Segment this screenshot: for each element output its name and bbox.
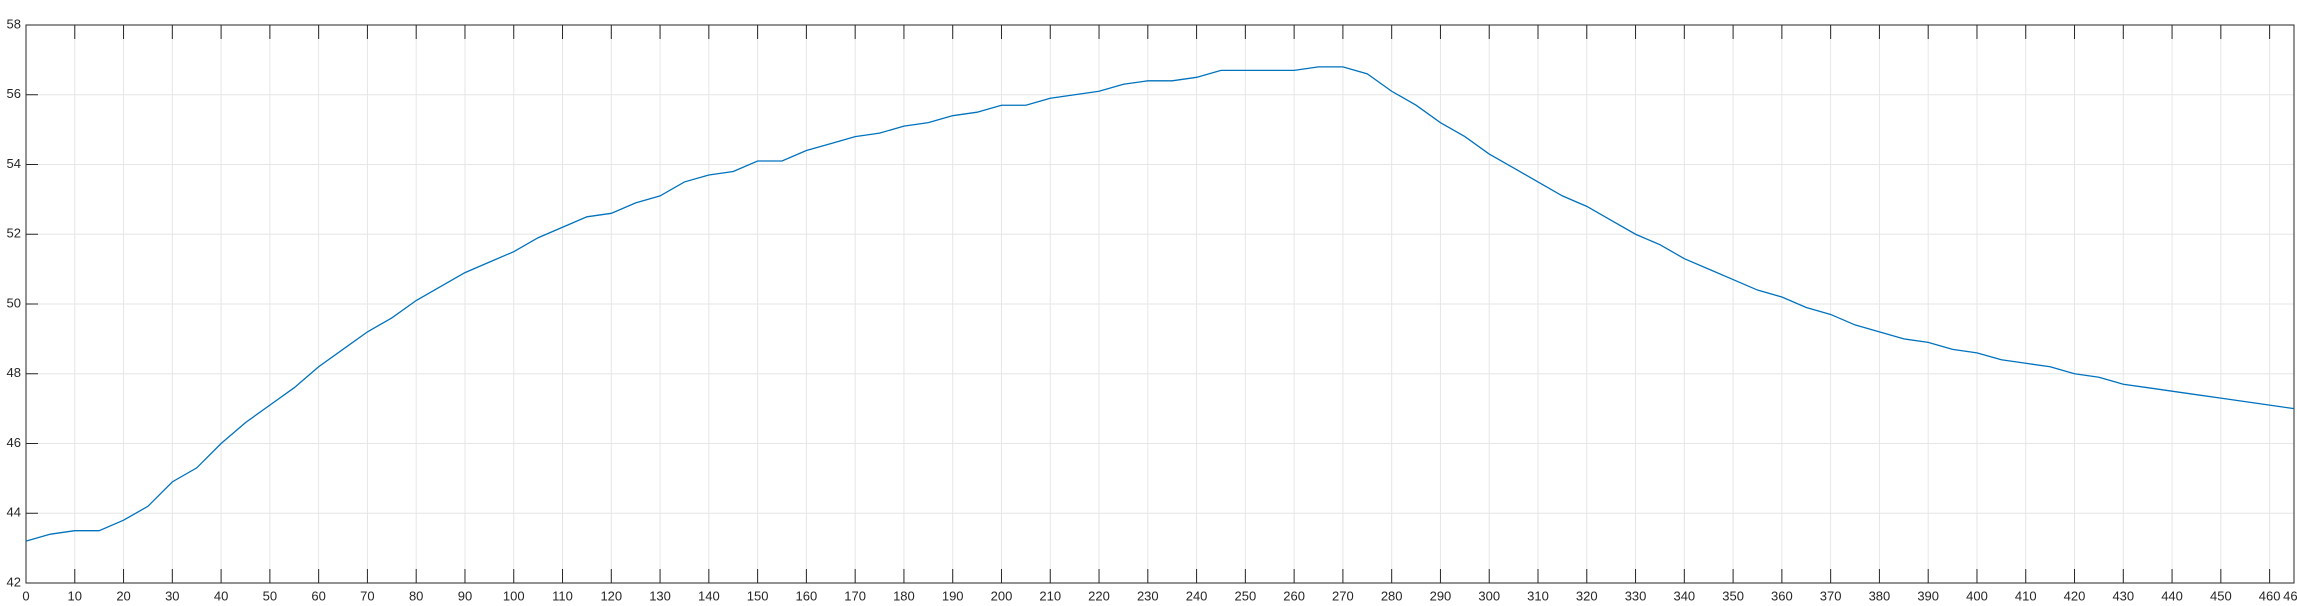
- data-line: [25, 66, 2295, 542]
- x-tick-label: 420: [2064, 588, 2086, 603]
- x-tick-label: 170: [844, 588, 866, 603]
- x-tick-label: 70: [360, 588, 374, 603]
- x-tick-label: 220: [1088, 588, 1110, 603]
- x-tick-label: 350: [1722, 588, 1744, 603]
- x-tick-label: 10: [68, 588, 82, 603]
- x-tick-label: 250: [1235, 588, 1257, 603]
- axes-box: [25, 24, 2295, 584]
- x-tick-label: 80: [409, 588, 423, 603]
- x-tick-label: 200: [991, 588, 1013, 603]
- x-tick-label: 320: [1576, 588, 1598, 603]
- x-tick-label: 300: [1478, 588, 1500, 603]
- x-tick-label: 0: [22, 588, 29, 603]
- x-tick-label: 465: [2283, 588, 2297, 603]
- y-tick-label: 50: [7, 295, 21, 310]
- x-tick-label: 110: [552, 588, 573, 603]
- x-tick-label: 130: [649, 588, 671, 603]
- x-tick-label: 60: [311, 588, 325, 603]
- x-tick-label: 340: [1673, 588, 1695, 603]
- y-tick-label: 54: [7, 156, 21, 171]
- y-tick-label: 44: [7, 505, 21, 520]
- x-tick-label: 30: [165, 588, 179, 603]
- x-tick-label: 280: [1381, 588, 1403, 603]
- x-tick-label: 450: [2210, 588, 2232, 603]
- x-tick-label: 460: [2259, 588, 2281, 603]
- y-tick-label: 48: [7, 365, 21, 380]
- x-tick-label: 260: [1283, 588, 1305, 603]
- x-tick-label: 20: [116, 588, 130, 603]
- y-tick-label: 56: [7, 86, 21, 101]
- x-tick-label: 400: [1966, 588, 1988, 603]
- x-tick-label: 330: [1625, 588, 1647, 603]
- x-tick-label: 430: [2112, 588, 2134, 603]
- x-tick-label: 180: [893, 588, 915, 603]
- y-tick-label: 58: [7, 16, 21, 31]
- x-tick-label: 310: [1527, 588, 1549, 603]
- y-tick-label: 52: [7, 226, 21, 241]
- x-tick-label: 410: [2015, 588, 2037, 603]
- x-tick-label: 100: [503, 588, 525, 603]
- x-tick-label: 210: [1039, 588, 1061, 603]
- y-tick-label: 46: [7, 435, 21, 450]
- x-tick-label: 360: [1771, 588, 1793, 603]
- x-tick-label: 370: [1820, 588, 1842, 603]
- x-tick-label: 50: [263, 588, 277, 603]
- y-tick-label: 42: [7, 574, 21, 589]
- x-tick-label: 380: [1869, 588, 1891, 603]
- x-tick-label: 190: [942, 588, 964, 603]
- x-tick-label: 290: [1430, 588, 1452, 603]
- x-tick-label: 270: [1332, 588, 1354, 603]
- x-tick-label: 150: [747, 588, 769, 603]
- x-tick-label: 240: [1186, 588, 1208, 603]
- x-tick-label: 140: [698, 588, 720, 603]
- x-tick-label: 160: [796, 588, 818, 603]
- x-tick-label: 120: [600, 588, 622, 603]
- x-tick-label: 440: [2161, 588, 2183, 603]
- x-tick-label: 390: [1917, 588, 1939, 603]
- x-tick-label: 40: [214, 588, 228, 603]
- x-tick-label: 230: [1137, 588, 1159, 603]
- x-tick-label: 90: [458, 588, 472, 603]
